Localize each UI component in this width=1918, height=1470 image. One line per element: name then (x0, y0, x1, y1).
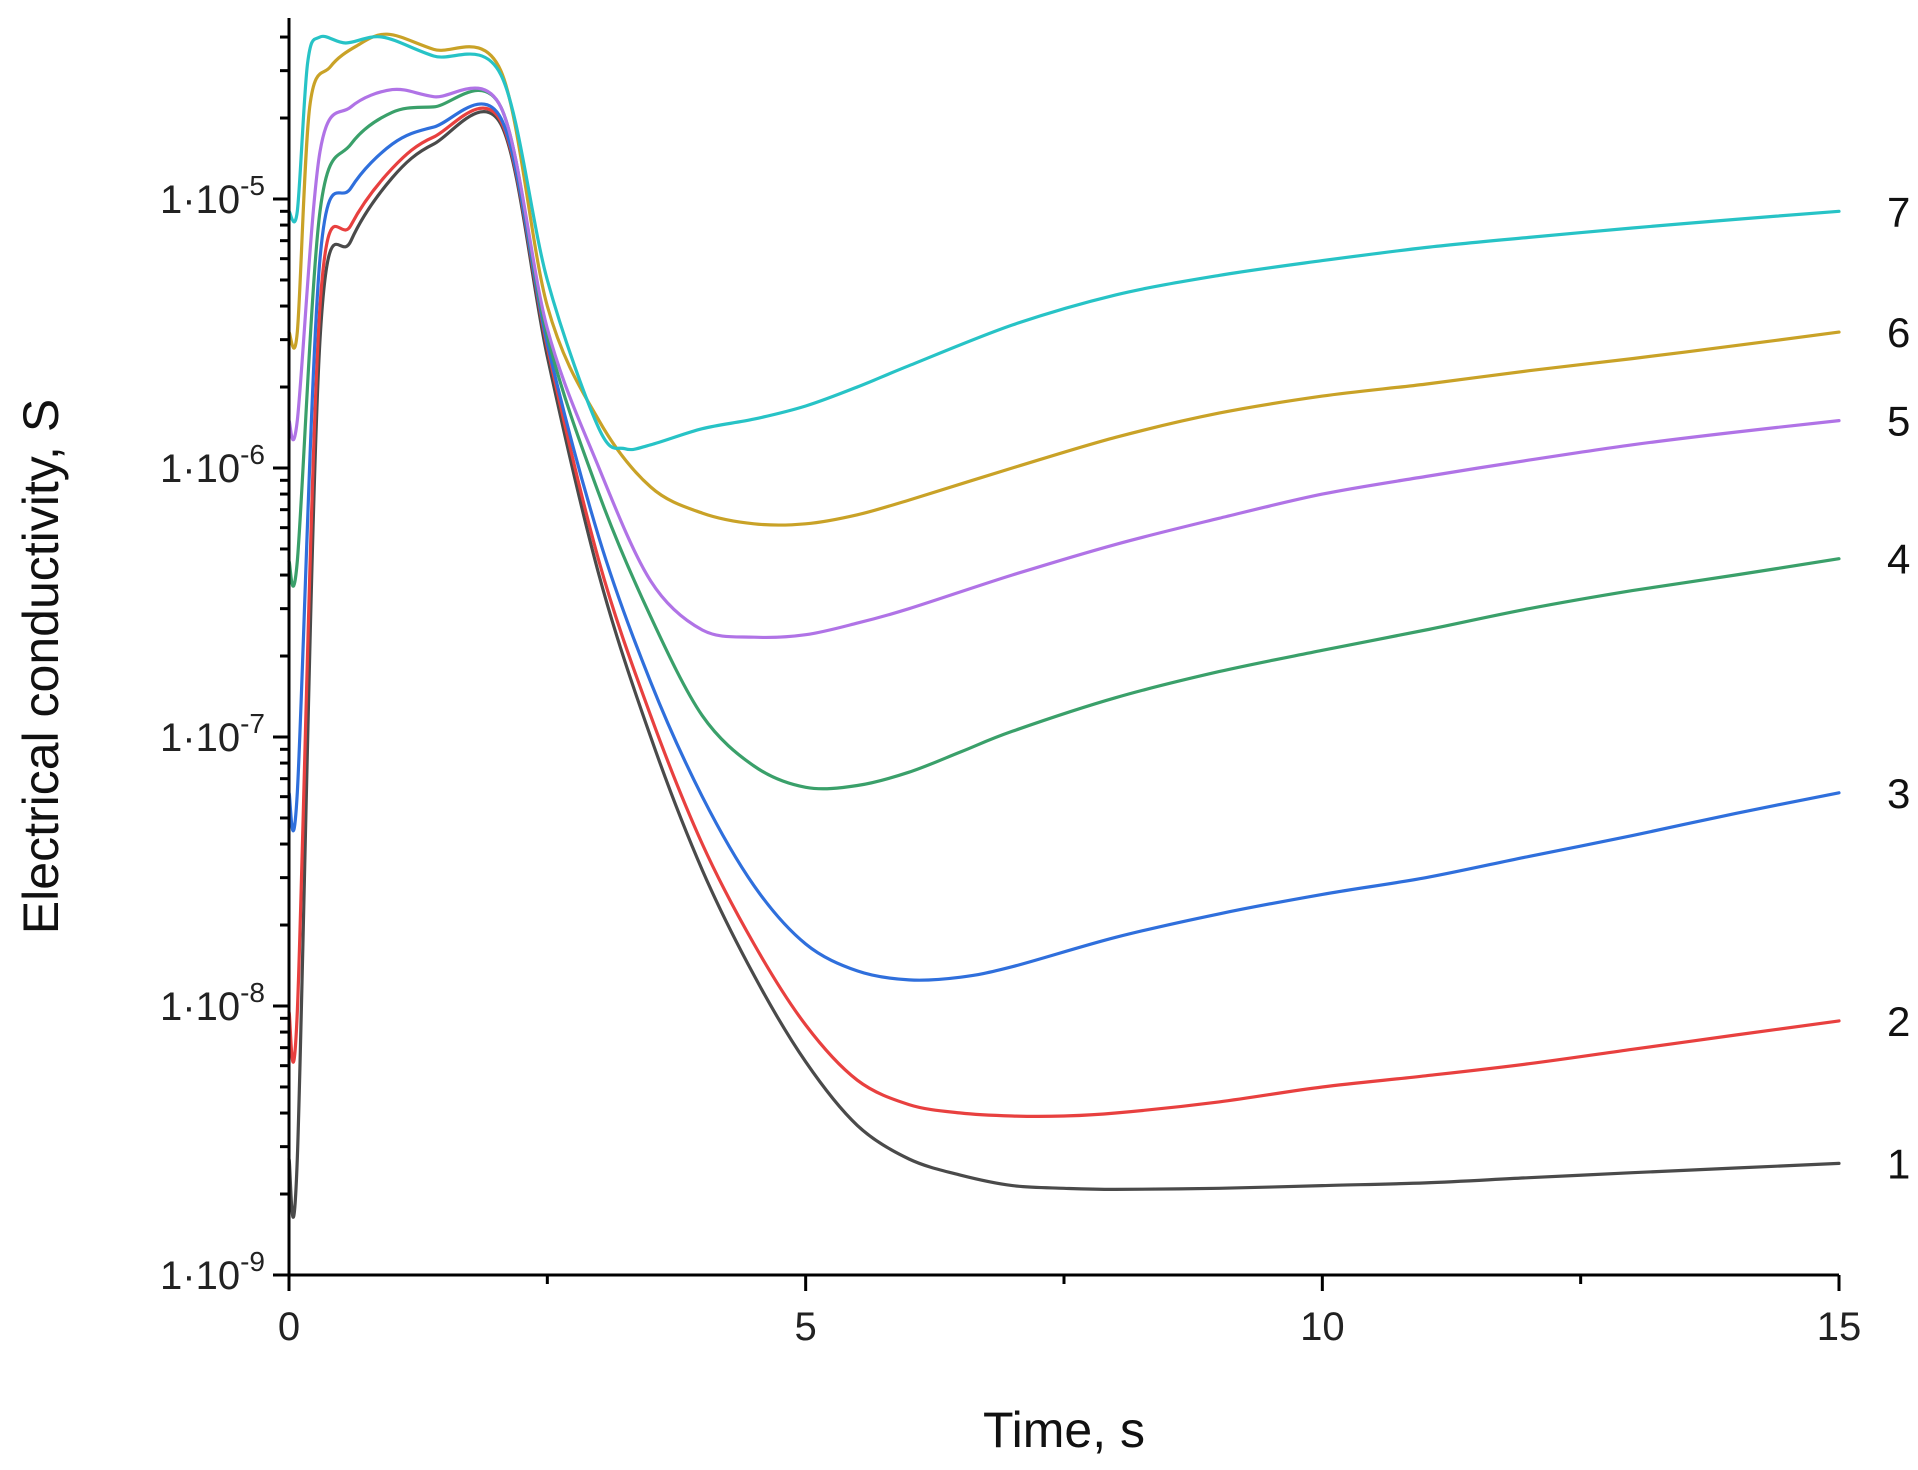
curve-label-3: 3 (1887, 770, 1910, 817)
series-line-6 (287, 32, 1841, 527)
curve-label-2: 2 (1887, 998, 1910, 1045)
curve-label-7: 7 (1887, 188, 1910, 235)
curve-label-5: 5 (1887, 398, 1910, 445)
curve-labels: 1 2 3 4 5 6 7 (1887, 188, 1910, 1187)
series-line-4 (287, 88, 1841, 791)
x-tick-label: 15 (1817, 1305, 1862, 1349)
series-line-1 (287, 110, 1841, 1219)
series-line-2 (287, 106, 1841, 1118)
x-tick-label: 10 (1300, 1305, 1345, 1349)
y-tick-label: 1·10-9 (160, 1246, 265, 1298)
y-tick-label: 1·10-5 (160, 170, 265, 222)
y-tick-label: 1·10-6 (160, 439, 265, 491)
curve-label-6: 6 (1887, 309, 1910, 356)
curve-label-4: 4 (1887, 536, 1910, 583)
curve-label-1: 1 (1887, 1140, 1910, 1187)
y-tick-label: 1·10-7 (160, 708, 265, 760)
series-line-7 (287, 34, 1841, 452)
x-tick-label: 5 (795, 1305, 817, 1349)
ticks-layer: 0 5 10 15 1·10-9 1·10-8 1·10-7 1·10-6 1·10-5 (160, 35, 1862, 1349)
y-tick-label: 1·10-8 (160, 977, 265, 1029)
series-line-3 (287, 102, 1841, 982)
y-axis-title: Electrical conductivity, S (13, 399, 69, 934)
x-axis-title: Time, s (983, 1402, 1145, 1458)
series-layer (287, 32, 1841, 1219)
x-tick-label: 0 (278, 1305, 300, 1349)
series-line-5 (287, 86, 1841, 640)
